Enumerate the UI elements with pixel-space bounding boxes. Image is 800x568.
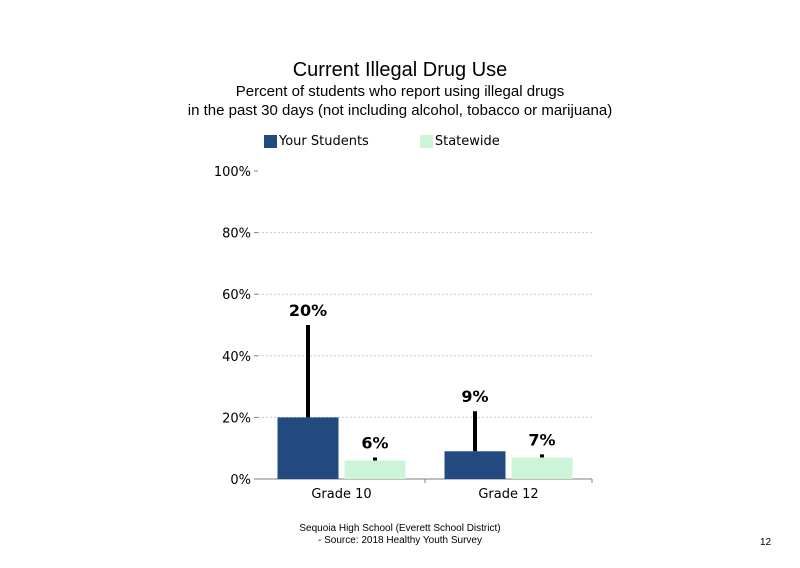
page-number: 12 bbox=[760, 537, 772, 548]
footer-school: Sequoia High School (Everett School Dist… bbox=[299, 523, 501, 534]
y-tick-label: 0% bbox=[230, 473, 251, 488]
chart-legend: Your Students Statewide bbox=[264, 134, 500, 149]
legend-swatch-statewide bbox=[419, 135, 433, 148]
legend-swatch-your-students bbox=[264, 135, 277, 148]
y-tick-label: 80% bbox=[222, 227, 251, 242]
bar bbox=[344, 460, 406, 479]
chart-subtitle-line-1: Percent of students who report using ill… bbox=[235, 83, 565, 100]
data-label: 6% bbox=[361, 433, 388, 452]
data-label: 7% bbox=[528, 430, 555, 449]
y-tick-label: 40% bbox=[222, 350, 251, 365]
footer: Sequoia High School (Everett School Dist… bbox=[250, 523, 550, 547]
x-tick-label: Grade 10 bbox=[311, 487, 371, 502]
y-tick-label: 60% bbox=[222, 288, 251, 303]
x-tick-label: Grade 12 bbox=[478, 487, 538, 502]
chart-title: Current Illegal Drug Use bbox=[292, 59, 508, 81]
data-label: 20% bbox=[289, 301, 327, 320]
legend-label-statewide: Statewide bbox=[434, 134, 500, 149]
bar bbox=[444, 451, 506, 479]
data-label: 9% bbox=[461, 387, 488, 406]
y-tick-label: 20% bbox=[222, 411, 251, 426]
footer-source: - Source: 2018 Healthy Youth Survey bbox=[318, 535, 482, 546]
legend-item-your-students: Your Students bbox=[264, 134, 369, 149]
y-tick-label: 100% bbox=[214, 165, 251, 180]
bar bbox=[511, 457, 573, 479]
chart-subtitle-line-2: in the past 30 days (not including alcoh… bbox=[187, 102, 613, 119]
legend-item-statewide: Statewide bbox=[419, 134, 500, 149]
legend-label-your-students: Your Students bbox=[279, 134, 369, 149]
bar bbox=[277, 417, 339, 479]
